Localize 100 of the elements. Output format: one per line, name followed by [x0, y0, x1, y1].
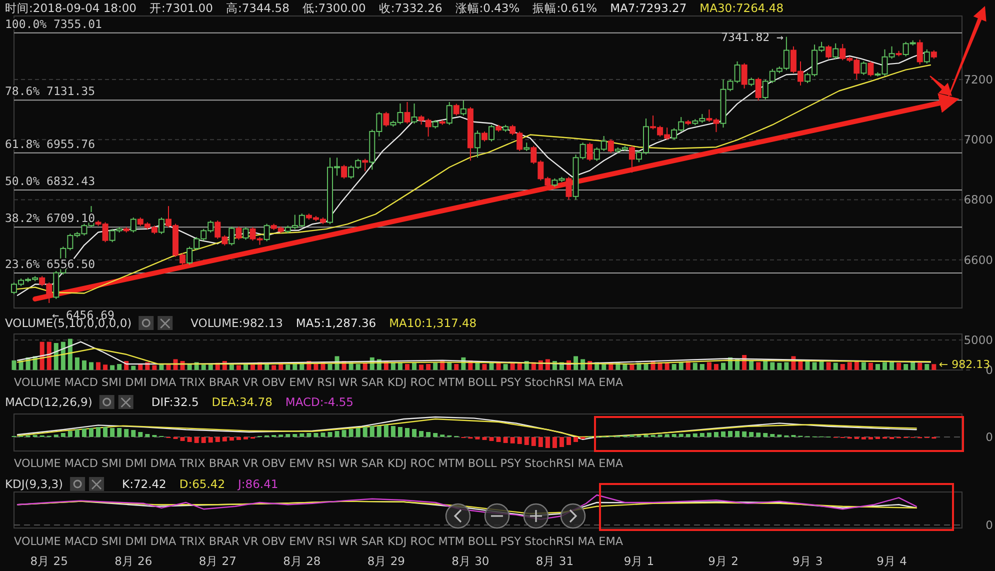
y-tick-label: 7000 — [964, 132, 993, 147]
ref-line-label: 50.0% 6832.43 — [5, 174, 96, 188]
bar — [74, 357, 80, 370]
bar — [173, 359, 178, 370]
candlestick — [826, 44, 832, 60]
bar — [819, 361, 824, 370]
bar — [201, 437, 206, 443]
bar — [756, 362, 761, 370]
bar — [222, 437, 227, 442]
bar — [840, 364, 845, 370]
bar — [348, 429, 354, 437]
bar — [924, 364, 930, 370]
bar — [376, 426, 382, 437]
ref-line-label: 100.0% 7355.01 — [5, 16, 102, 31]
bar — [404, 428, 410, 437]
bar — [419, 364, 424, 370]
bar — [292, 364, 298, 370]
bar — [152, 365, 157, 370]
bar — [96, 362, 101, 370]
bar — [875, 364, 880, 370]
candlestick — [341, 164, 348, 180]
bar — [672, 434, 676, 437]
bar — [644, 364, 648, 370]
bar — [103, 427, 108, 437]
bar — [250, 364, 256, 370]
x-tick-label: 8月 25 — [30, 554, 68, 568]
text: 低:7300.00 — [302, 1, 366, 15]
bar — [272, 365, 276, 370]
ref-line-label: 78.6% 7131.35 — [5, 84, 96, 98]
candlestick — [755, 77, 762, 102]
bar — [904, 364, 908, 370]
bar — [882, 362, 888, 370]
bar — [433, 433, 438, 437]
bar — [60, 433, 66, 437]
bar — [110, 428, 115, 437]
bar — [545, 437, 550, 448]
candlestick — [924, 48, 930, 64]
text: 高:7344.58 — [226, 1, 290, 15]
text: VOLUME:982.13 — [190, 316, 283, 330]
bar — [215, 437, 220, 442]
bar — [264, 364, 270, 370]
series-label: DIF:32.5 — [151, 395, 199, 409]
candlestick — [860, 60, 867, 76]
x-tick-label: 8月 29 — [367, 554, 405, 568]
line-series — [16, 348, 931, 365]
candlestick — [130, 216, 136, 234]
bar — [236, 437, 241, 440]
bar — [531, 437, 536, 446]
text: MA7:7293.27 — [610, 1, 687, 15]
bar — [208, 437, 213, 443]
bar — [720, 362, 726, 370]
chart-title: KDJ(9,3,3) — [5, 477, 64, 491]
bar — [678, 362, 684, 370]
bar — [777, 362, 782, 370]
bar — [390, 426, 396, 437]
bar — [117, 428, 122, 437]
y-tick-label: 6600 — [964, 252, 993, 267]
bar — [54, 343, 58, 370]
bar — [714, 432, 718, 437]
bar — [229, 437, 234, 441]
bar — [334, 431, 340, 437]
candlestick — [586, 142, 593, 162]
bar — [194, 437, 199, 443]
bar — [496, 437, 501, 442]
bar — [187, 364, 192, 370]
bar — [749, 432, 754, 437]
bar — [770, 362, 775, 370]
bar — [300, 433, 304, 437]
bar — [60, 342, 66, 370]
bar — [103, 364, 108, 370]
bar — [692, 362, 698, 370]
bar — [910, 362, 916, 370]
x-tick-label: 9月 2 — [708, 554, 738, 568]
annotation: 7341.82 → — [721, 30, 784, 44]
x-tick-label: 9月 3 — [792, 554, 823, 568]
bar — [138, 432, 143, 437]
bar — [286, 434, 290, 437]
bar — [454, 364, 459, 370]
bar — [735, 431, 740, 437]
candlestick — [608, 138, 614, 154]
bar — [503, 364, 508, 370]
candlestick — [158, 216, 164, 235]
bar — [314, 433, 318, 437]
bar — [784, 362, 789, 370]
bar — [166, 364, 171, 370]
candlestick — [488, 124, 495, 142]
bar — [692, 433, 698, 437]
text: VOLUME MACD SMI DMI DMA TRIX BRAR VR OBV EMV RSI WR SAR KDJ ROC MTM BOLL PSY StochRSI MA EMA — [14, 376, 624, 389]
bar — [482, 364, 487, 370]
bar — [124, 429, 129, 437]
bar — [517, 437, 522, 444]
bar — [370, 426, 374, 437]
x-tick-label: 8月 28 — [283, 554, 321, 568]
candlestick — [868, 60, 874, 77]
bar — [868, 362, 873, 370]
bar — [328, 364, 332, 370]
bar — [728, 431, 733, 437]
ref-line-label: 61.8% 6955.76 — [5, 136, 96, 151]
bar — [314, 364, 318, 370]
bar — [208, 364, 213, 370]
